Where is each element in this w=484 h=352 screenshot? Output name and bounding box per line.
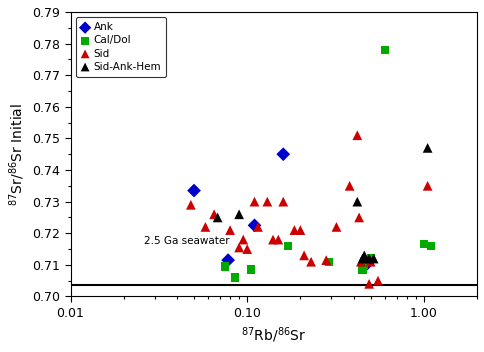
- Sid: [254, 224, 262, 230]
- Sid: [187, 202, 195, 208]
- Cal/Dol: [359, 267, 366, 272]
- Legend: Ank, Cal/Dol, Sid, Sid-Ank-Hem: Ank, Cal/Dol, Sid, Sid-Ank-Hem: [76, 17, 166, 77]
- Sid: [201, 224, 209, 230]
- Sid: [424, 183, 432, 189]
- Sid-Ank-Hem: [424, 145, 432, 151]
- Sid: [297, 227, 304, 233]
- Sid: [263, 199, 271, 205]
- Cal/Dol: [367, 256, 375, 262]
- Sid: [269, 237, 277, 243]
- Sid: [243, 246, 251, 252]
- Ank: [279, 151, 287, 157]
- Sid-Ank-Hem: [361, 253, 368, 258]
- Sid-Ank-Hem: [214, 215, 222, 220]
- Y-axis label: $^{87}$Sr/$^{86}$Sr Initial: $^{87}$Sr/$^{86}$Sr Initial: [7, 103, 27, 206]
- Sid: [251, 199, 258, 205]
- Sid: [235, 245, 243, 250]
- Sid: [290, 227, 298, 233]
- Sid-Ank-Hem: [365, 256, 373, 262]
- Sid: [300, 253, 308, 258]
- Sid: [333, 224, 340, 230]
- Sid-Ank-Hem: [353, 199, 361, 205]
- Ank: [362, 262, 370, 268]
- Sid-Ank-Hem: [370, 256, 378, 262]
- Sid: [226, 227, 234, 233]
- Sid: [240, 237, 247, 243]
- Cal/Dol: [247, 267, 255, 272]
- Sid: [357, 259, 365, 264]
- Sid: [322, 257, 330, 263]
- Sid: [279, 199, 287, 205]
- Sid: [367, 259, 375, 264]
- Ank: [190, 188, 198, 193]
- Sid: [353, 132, 361, 138]
- X-axis label: $^{87}$Rb/$^{86}$Sr: $^{87}$Rb/$^{86}$Sr: [241, 326, 306, 345]
- Sid-Ank-Hem: [359, 256, 366, 262]
- Sid: [355, 215, 363, 220]
- Sid: [374, 278, 382, 283]
- Cal/Dol: [284, 243, 292, 249]
- Cal/Dol: [221, 264, 229, 269]
- Cal/Dol: [361, 262, 368, 268]
- Sid-Ank-Hem: [235, 212, 243, 217]
- Ank: [224, 257, 232, 263]
- Sid: [346, 183, 353, 189]
- Cal/Dol: [381, 47, 389, 53]
- Cal/Dol: [325, 259, 333, 264]
- Sid: [365, 281, 373, 287]
- Text: 2.5 Ga seawater: 2.5 Ga seawater: [144, 236, 229, 246]
- Sid: [210, 212, 218, 217]
- Cal/Dol: [231, 275, 239, 280]
- Sid: [307, 259, 315, 264]
- Cal/Dol: [427, 243, 435, 249]
- Ank: [251, 222, 258, 228]
- Cal/Dol: [420, 241, 428, 247]
- Sid: [274, 237, 282, 243]
